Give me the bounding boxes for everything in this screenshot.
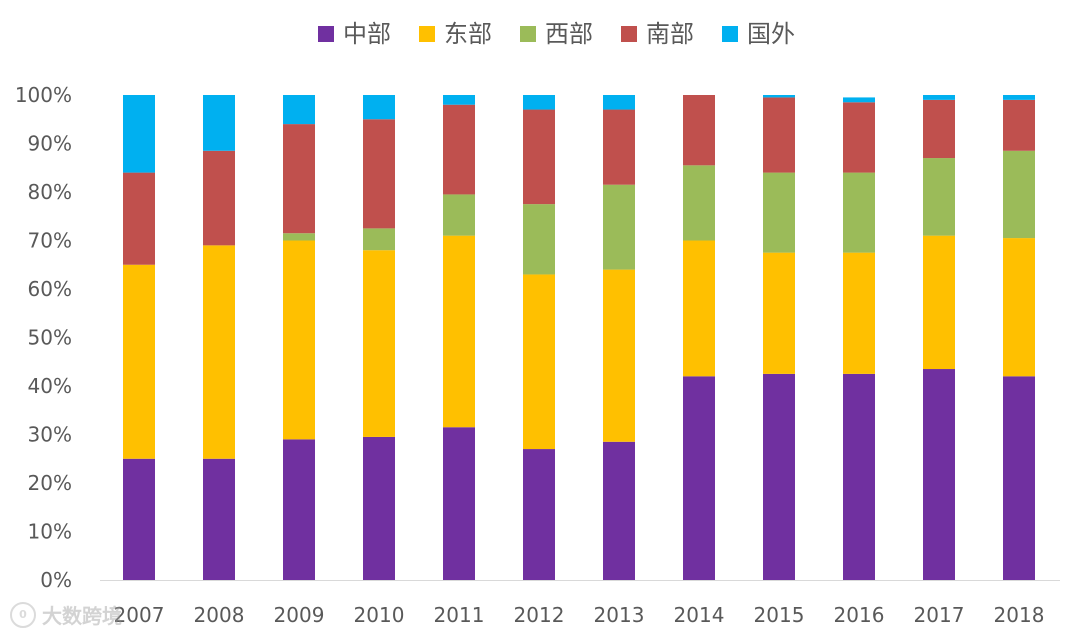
bar-segment [683,240,715,377]
legend-label: 中部 [343,20,391,48]
y-tick-label: 50% [28,326,72,350]
bar-segment [363,95,395,120]
x-tick-label: 2016 [834,603,885,627]
bar-segment [843,97,875,103]
bar-segment [203,245,235,459]
y-tick-label: 10% [28,520,72,544]
bar-segment [283,233,315,241]
bar-segment [123,95,155,173]
bar-segment [923,235,955,370]
x-axis: 2007 2008 2009 2010 2011 2012 2013 2014 2015 2016… [100,580,1060,627]
y-tick-label: 70% [28,229,72,253]
bar-segment [523,109,555,205]
bar-segment [363,228,395,251]
bar-segment [1003,95,1035,100]
bar-segment [923,95,955,100]
bar-segment [443,104,475,195]
bar-segment [1003,376,1035,580]
bar-segment [363,250,395,437]
x-tick-label: 2018 [994,603,1045,627]
y-axis: 0% 10% 20% 30% 40% 50% 60% 70% 80% 90% 100% [15,83,72,592]
bar-segment [523,204,555,275]
bar-segment [363,119,395,229]
y-tick-label: 80% [28,180,72,204]
bar-segment [523,274,555,450]
bar-segment [203,458,235,580]
bar-segment [763,95,795,98]
bar-segment [603,269,635,442]
bar-segment [843,252,875,374]
x-tick-label: 2010 [354,603,405,627]
bar-segment [203,95,235,151]
bar-segment [683,165,715,241]
x-tick-label: 2008 [194,603,245,627]
bar-segment [763,97,795,173]
bar-segment [283,439,315,580]
x-tick-label: 2012 [514,603,565,627]
bar-segment [443,95,475,105]
y-tick-label: 30% [28,423,72,447]
legend-swatch [318,26,334,42]
bar-segment [523,95,555,110]
legend-label: 国外 [747,20,795,48]
bar-segment [1003,99,1035,151]
x-tick-label: 2009 [274,603,325,627]
bar-segment [283,240,315,440]
legend-label: 西部 [545,20,593,48]
x-tick-label: 2015 [754,603,805,627]
x-tick-label: 2013 [594,603,645,627]
bar-segment [1003,238,1035,377]
bar-segment [923,369,955,580]
legend-swatch [520,26,536,42]
bar-segment [443,235,475,428]
watermark: 0 大数跨境 [10,600,122,629]
bar-segment [603,441,635,580]
y-tick-label: 40% [28,374,72,398]
legend-label: 南部 [646,20,694,48]
bar-segment [123,264,155,459]
y-tick-label: 0% [40,568,72,592]
bar-segment [843,102,875,173]
bar-segment [763,172,795,253]
y-tick-label: 90% [28,132,72,156]
y-tick-label: 60% [28,277,72,301]
bar-segment [443,427,475,580]
bar-segment [843,373,875,580]
bar-segment [203,150,235,246]
bar-segment [923,158,955,236]
y-tick-label: 20% [28,471,72,495]
watermark-text: 大数跨境 [42,604,122,628]
bar-segment [123,172,155,265]
legend-swatch [621,26,637,42]
bar-segment [1003,150,1035,239]
bar-segment [123,458,155,580]
bar-segment [603,95,635,110]
bars [123,95,1035,580]
x-tick-label: 2007 [114,603,165,627]
bar-segment [363,436,395,580]
bar-segment [843,172,875,253]
legend-swatch [419,26,435,42]
legend: 中部 东部 西部 南部 国外 [318,20,795,48]
watermark-logo-icon: 0 [10,601,36,628]
bar-segment [283,95,315,125]
legend-swatch [722,26,738,42]
bar-segment [923,99,955,159]
x-tick-label: 2014 [674,603,725,627]
bar-segment [523,449,555,580]
bar-segment [603,109,635,185]
bar-segment [283,124,315,234]
bar-segment [603,184,635,270]
bar-segment [443,194,475,236]
x-tick-label: 2017 [914,603,965,627]
bar-segment [683,376,715,580]
legend-label: 东部 [444,20,492,48]
bar-segment [683,95,715,166]
y-tick-label: 100% [15,83,72,107]
bar-segment [763,373,795,580]
x-tick-label: 2011 [434,603,485,627]
bar-segment [763,252,795,374]
